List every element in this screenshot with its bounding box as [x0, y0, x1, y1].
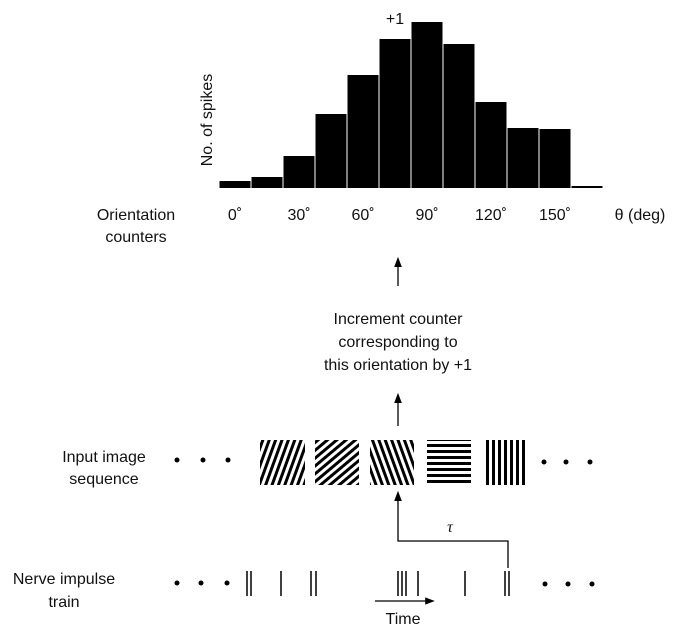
peak-label: +1	[386, 11, 404, 28]
bar	[315, 114, 347, 188]
bar	[379, 39, 411, 188]
annotation: Increment counter	[334, 311, 464, 328]
x-tick-label: 120˚	[475, 207, 507, 224]
annotation: this orientation by +1	[324, 357, 472, 374]
bar	[283, 156, 315, 188]
ellipsis	[174, 457, 595, 587]
time-label: Time	[386, 611, 421, 628]
row-label: train	[48, 594, 79, 611]
row-label: counters	[105, 229, 166, 246]
x-tick-label: 150˚	[539, 207, 571, 224]
row-label: Orientation	[97, 207, 175, 224]
x-tick-label: 90˚	[415, 207, 438, 224]
tau-label: τ	[447, 519, 454, 536]
bar	[219, 181, 251, 188]
image-sequence	[260, 440, 528, 485]
y-label: No. of spikes	[199, 74, 216, 166]
bar	[251, 177, 283, 188]
x-tick-label: 0˚	[228, 207, 242, 224]
x-tick-label: 60˚	[351, 207, 374, 224]
annotation: corresponding to	[338, 334, 457, 351]
bar	[475, 102, 507, 188]
bar	[539, 129, 571, 188]
spike-train	[246, 571, 510, 596]
row-label: Nerve impulse	[13, 571, 115, 588]
bar	[507, 128, 539, 188]
delay-bracket	[394, 490, 509, 568]
x-tick-label: 30˚	[287, 207, 310, 224]
bar	[571, 186, 603, 188]
x-unit-label: θ (deg)	[615, 207, 666, 224]
row-label: Input image	[62, 449, 146, 466]
row-label: sequence	[69, 471, 138, 488]
bar	[443, 44, 475, 188]
bar	[347, 75, 379, 188]
bar	[411, 22, 443, 188]
